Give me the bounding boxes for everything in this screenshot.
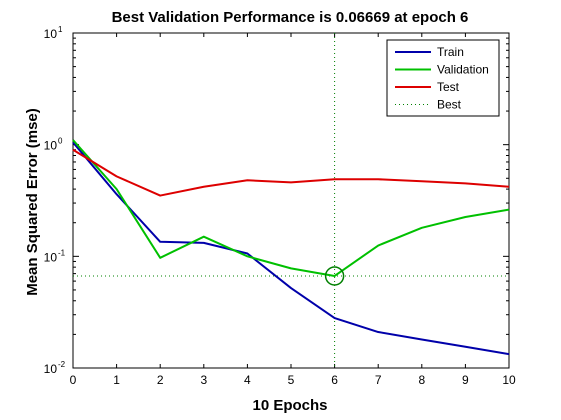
x-tick-label: 4 xyxy=(244,373,251,387)
legend-label-train: Train xyxy=(437,45,464,59)
x-tick-label: 0 xyxy=(70,373,77,387)
x-tick-label: 10 xyxy=(502,373,516,387)
y-axis-label: Mean Squared Error (mse) xyxy=(24,108,41,296)
y-tick-exponent: -2 xyxy=(58,360,66,369)
legend-label-best: Best xyxy=(437,98,462,112)
y-tick-label: 10 xyxy=(44,27,58,41)
series-line-train xyxy=(72,141,510,356)
x-tick-label: 3 xyxy=(200,373,207,387)
x-tick-label: 6 xyxy=(331,373,338,387)
y-tick-label: 10 xyxy=(44,362,58,376)
x-tick-label: 1 xyxy=(113,373,120,387)
x-axis-label: 10 Epochs xyxy=(252,397,327,414)
best-marker xyxy=(324,266,345,286)
series-line-test xyxy=(72,148,510,197)
x-tick-label: 2 xyxy=(157,373,164,387)
legend-label-test: Test xyxy=(437,80,460,94)
y-tick-exponent: 0 xyxy=(58,137,63,146)
series-line-validation xyxy=(72,139,510,277)
y-tick-label: 10 xyxy=(44,139,58,153)
legend-label-validation: Validation xyxy=(437,63,489,77)
y-tick-exponent: 1 xyxy=(58,25,63,34)
x-tick-label: 5 xyxy=(288,373,295,387)
x-tick-label: 9 xyxy=(462,373,469,387)
y-tick-exponent: -1 xyxy=(58,248,66,257)
y-tick-label: 10 xyxy=(44,250,58,264)
chart-title: Best Validation Performance is 0.06669 a… xyxy=(112,9,469,26)
x-tick-label: 7 xyxy=(375,373,382,387)
x-tick-label: 8 xyxy=(418,373,425,387)
